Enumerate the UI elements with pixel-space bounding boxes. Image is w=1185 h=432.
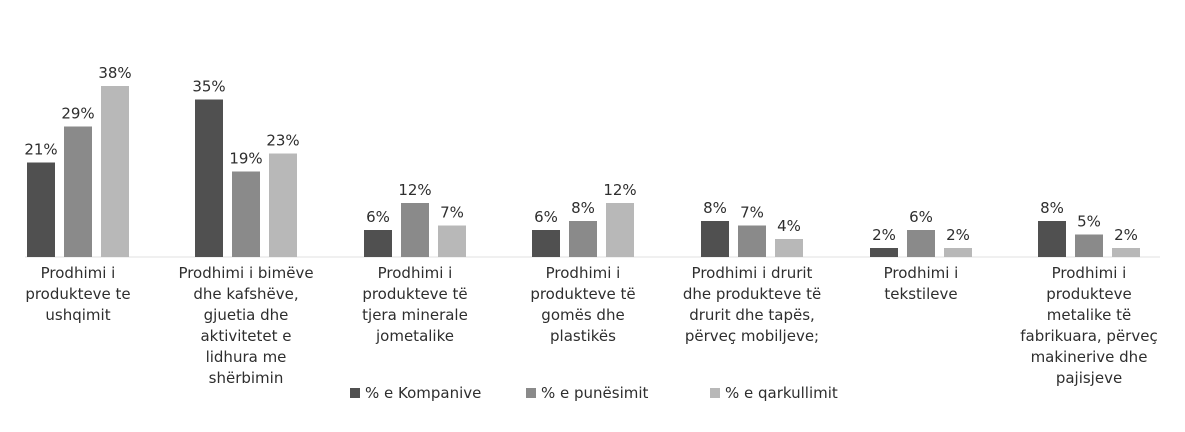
- category-label-line: produkteve të: [362, 285, 467, 303]
- legend-swatch-2: [526, 388, 536, 398]
- value-label-1-1: 21%: [24, 141, 57, 159]
- category-label-line: fabrikuara, përveç: [1020, 327, 1157, 345]
- legend-item-3: % e qarkullimit: [710, 384, 838, 402]
- category-label-2: Prodhimi i bimëve dhe kafshëve, gjuetia dh…: [178, 264, 313, 387]
- bar-1-3: [364, 230, 392, 257]
- bar-1-7: [1038, 221, 1066, 257]
- category-label-line: aktivitetet e: [200, 327, 291, 345]
- category-label-line: makinerive dhe: [1031, 348, 1148, 366]
- bar-2-4: [569, 221, 597, 257]
- category-label-line: ushqimit: [45, 306, 110, 324]
- value-label-3-1: 38%: [98, 64, 131, 82]
- category-label-line: përveç mobiljeve;: [685, 327, 819, 345]
- value-label-1-4: 6%: [534, 208, 558, 226]
- category-label-3: Prodhimi i produkteve të tjera minerale jom…: [362, 264, 468, 345]
- category-label-line: tekstileve: [884, 285, 957, 303]
- category-label-line: Prodhimi i drurit: [692, 264, 813, 282]
- category-label-line: drurit dhe tapës,: [689, 306, 815, 324]
- value-label-3-6: 2%: [946, 226, 970, 244]
- bar-2-2: [232, 171, 260, 257]
- value-labels: 21% 35% 6% 6% 8% 2% 8% 29% 19% 12% 8% 7% 6% 5% 38% 23% 7…: [24, 64, 1138, 244]
- legend-item-1: % e Kompanive: [350, 384, 481, 402]
- value-label-3-7: 2%: [1114, 226, 1138, 244]
- category-label-line: gomës dhe: [541, 306, 624, 324]
- category-label-1: Prodhimi i produkteve te ushqimit: [25, 264, 130, 324]
- bar-3-6: [944, 248, 972, 257]
- legend-label-3: % e qarkullimit: [725, 384, 838, 402]
- bar-2-7: [1075, 234, 1103, 257]
- legend-item-2: % e punësimit: [526, 384, 649, 402]
- category-label-line: dhe produkteve të: [683, 285, 821, 303]
- category-label-line: jometalike: [375, 327, 454, 345]
- value-label-2-1: 29%: [61, 105, 94, 123]
- category-label-5: Prodhimi i drurit dhe produkteve të drurit…: [683, 264, 821, 345]
- value-label-1-3: 6%: [366, 208, 390, 226]
- category-label-line: Prodhimi i: [378, 264, 453, 282]
- bar-2-6: [907, 230, 935, 257]
- value-label-1-7: 8%: [1040, 199, 1064, 217]
- value-label-2-7: 5%: [1077, 213, 1101, 231]
- category-label-4: Prodhimi i produkteve të gomës dhe plastikë…: [530, 264, 635, 345]
- value-label-2-5: 7%: [740, 204, 764, 222]
- bar-1-6: [870, 248, 898, 257]
- bar-2-5: [738, 225, 766, 257]
- category-label-line: shërbimin: [209, 369, 284, 387]
- category-label-line: lidhura me: [206, 348, 287, 366]
- bars: [27, 86, 1140, 257]
- legend-swatch-3: [710, 388, 720, 398]
- value-label-3-4: 12%: [603, 181, 636, 199]
- legend-label-2: % e punësimit: [541, 384, 649, 402]
- category-label-line: dhe kafshëve,: [193, 285, 298, 303]
- bar-3-3: [438, 225, 466, 257]
- bar-1-4: [532, 230, 560, 257]
- value-label-2-4: 8%: [571, 199, 595, 217]
- bar-3-2: [269, 153, 297, 257]
- value-label-1-6: 2%: [872, 226, 896, 244]
- value-label-2-3: 12%: [398, 181, 431, 199]
- category-label-line: Prodhimi i: [884, 264, 959, 282]
- category-label-line: produkteve te: [25, 285, 130, 303]
- category-label-line: Prodhimi i: [41, 264, 116, 282]
- bar-1-1: [27, 162, 55, 257]
- category-label-line: pajisjeve: [1056, 369, 1122, 387]
- category-label-6: Prodhimi i tekstileve: [884, 264, 959, 303]
- bar-2-1: [64, 126, 92, 257]
- category-label-line: Prodhimi i bimëve: [178, 264, 313, 282]
- value-label-2-6: 6%: [909, 208, 933, 226]
- bar-3-1: [101, 86, 129, 257]
- category-label-line: produkteve të: [530, 285, 635, 303]
- bar-1-5: [701, 221, 729, 257]
- bar-2-3: [401, 203, 429, 257]
- bar-3-7: [1112, 248, 1140, 257]
- category-label-line: plastikës: [550, 327, 616, 345]
- value-label-3-3: 7%: [440, 204, 464, 222]
- value-label-2-2: 19%: [229, 150, 262, 168]
- value-label-1-5: 8%: [703, 199, 727, 217]
- value-label-3-5: 4%: [777, 217, 801, 235]
- category-label-line: tjera minerale: [362, 306, 468, 324]
- legend: % e Kompanive % e punësimit % e qarkullimi…: [350, 384, 838, 402]
- value-label-1-2: 35%: [192, 78, 225, 96]
- value-label-3-2: 23%: [266, 132, 299, 150]
- bar-3-5: [775, 239, 803, 257]
- category-label-7: Prodhimi i produkteve metalike të fabrikuar…: [1020, 264, 1157, 387]
- category-label-line: Prodhimi i: [1052, 264, 1127, 282]
- legend-label-1: % e Kompanive: [365, 384, 481, 402]
- bar-3-4: [606, 203, 634, 257]
- legend-swatch-1: [350, 388, 360, 398]
- category-label-line: gjuetia dhe: [204, 306, 289, 324]
- bar-1-2: [195, 99, 223, 257]
- category-label-line: metalike të: [1047, 306, 1132, 324]
- category-label-line: produkteve: [1046, 285, 1131, 303]
- category-label-line: Prodhimi i: [546, 264, 621, 282]
